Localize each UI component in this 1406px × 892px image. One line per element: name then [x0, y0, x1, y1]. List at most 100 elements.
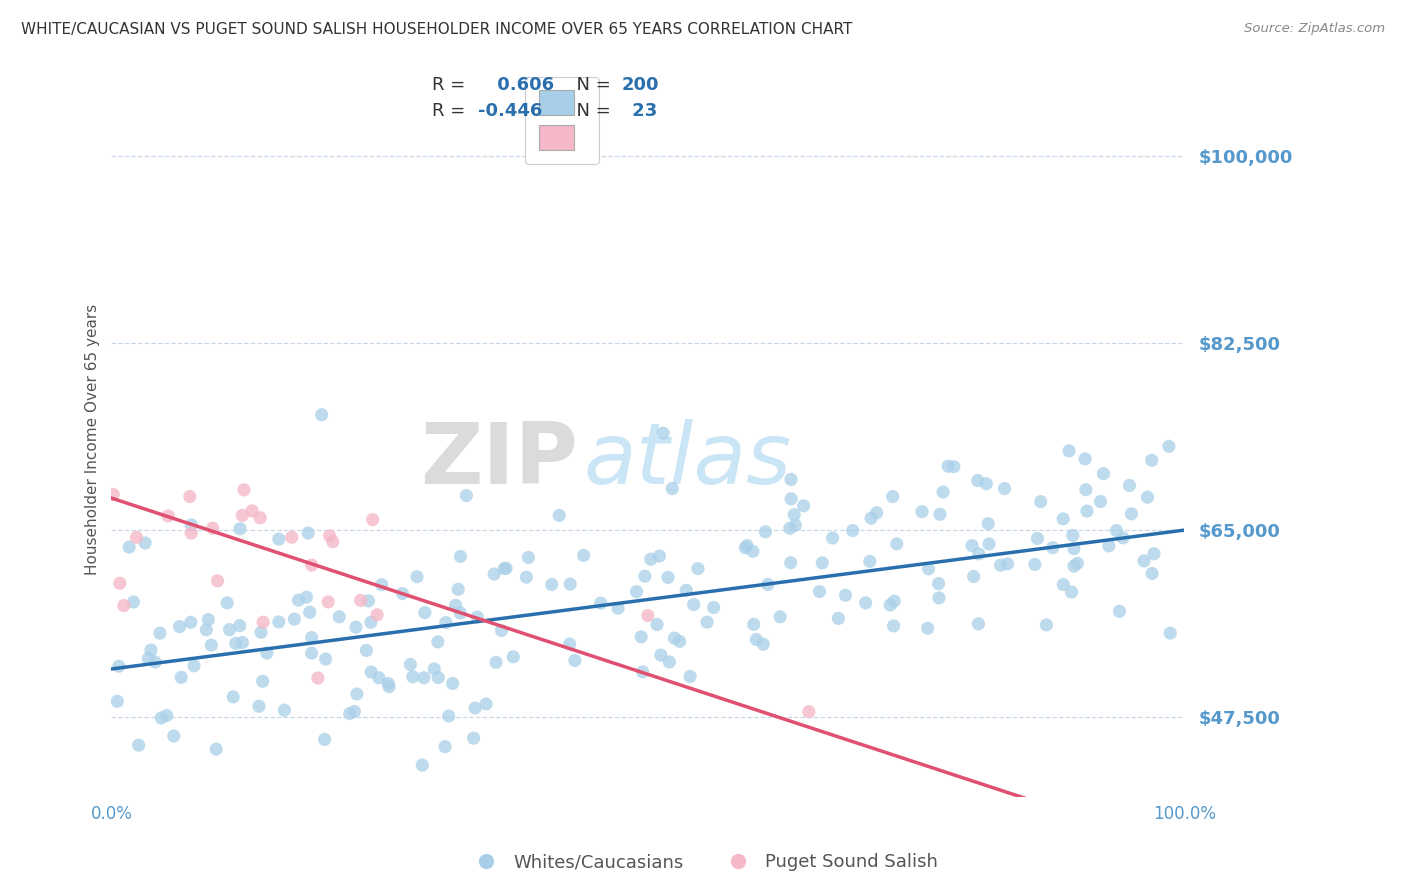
Point [703, 600, 725, 615]
Point [860, 511, 883, 525]
Point [200, 638, 222, 652]
Point [207, 574, 229, 588]
Point [793, 499, 815, 513]
Point [356, 643, 378, 657]
Point [607, 601, 630, 615]
Point [942, 459, 965, 474]
Point [112, 599, 135, 613]
Point [183, 658, 205, 673]
Point [463, 731, 485, 746]
Point [1136, 490, 1159, 504]
Point [316, 595, 339, 609]
Point [658, 655, 681, 669]
Point [661, 482, 683, 496]
Point [1098, 539, 1121, 553]
Point [301, 646, 323, 660]
Point [295, 590, 318, 604]
Point [1029, 494, 1052, 508]
Point [997, 557, 1019, 571]
Point [886, 537, 908, 551]
Point [1035, 618, 1057, 632]
Point [515, 570, 537, 584]
Point [399, 657, 422, 672]
Point [797, 705, 820, 719]
Point [339, 706, 361, 721]
Point [205, 742, 228, 756]
Point [136, 651, 159, 665]
Point [1063, 559, 1085, 574]
Point [855, 596, 877, 610]
Point [426, 635, 449, 649]
Point [652, 426, 675, 441]
Point [298, 605, 321, 619]
Point [1092, 467, 1115, 481]
Point [1074, 483, 1097, 497]
Point [1159, 626, 1181, 640]
Point [1042, 541, 1064, 555]
Point [267, 532, 290, 546]
Point [756, 577, 779, 591]
Point [626, 584, 648, 599]
Point [491, 624, 513, 638]
Point [343, 705, 366, 719]
Point [217, 596, 239, 610]
Point [247, 699, 270, 714]
Point [645, 617, 668, 632]
Point [936, 459, 959, 474]
Point [370, 578, 392, 592]
Point [1105, 524, 1128, 538]
Point [780, 472, 803, 486]
Point [402, 670, 425, 684]
Point [180, 615, 202, 630]
Point [883, 594, 905, 608]
Point [267, 615, 290, 629]
Point [1133, 554, 1156, 568]
Point [456, 489, 478, 503]
Point [447, 582, 470, 597]
Point [434, 615, 457, 630]
Point [1108, 604, 1130, 618]
Point [485, 656, 508, 670]
Point [378, 680, 401, 694]
Point [437, 709, 460, 723]
Point [149, 626, 172, 640]
Point [779, 556, 801, 570]
Point [976, 476, 998, 491]
Point [879, 598, 901, 612]
Point [467, 610, 489, 624]
Point [344, 620, 367, 634]
Point [821, 531, 844, 545]
Point [229, 522, 252, 536]
Point [841, 524, 863, 538]
Point [967, 547, 990, 561]
Point [1066, 557, 1088, 571]
Point [637, 608, 659, 623]
Point [1157, 439, 1180, 453]
Text: R =: R = [432, 103, 471, 120]
Point [1121, 507, 1143, 521]
Point [314, 732, 336, 747]
Point [960, 539, 983, 553]
Point [475, 697, 498, 711]
Point [412, 671, 434, 685]
Point [143, 655, 166, 669]
Point [631, 665, 654, 679]
Point [917, 621, 939, 635]
Text: 0.606: 0.606 [491, 76, 554, 94]
Point [197, 613, 219, 627]
Point [240, 504, 263, 518]
Text: atlas: atlas [583, 419, 792, 502]
Point [827, 611, 849, 625]
Point [1052, 512, 1074, 526]
Text: ZIP: ZIP [420, 419, 578, 502]
Point [558, 637, 581, 651]
Point [322, 534, 344, 549]
Point [180, 526, 202, 541]
Point [170, 670, 193, 684]
Point [128, 738, 150, 752]
Point [696, 615, 718, 629]
Point [222, 690, 245, 704]
Point [664, 631, 686, 645]
Point [634, 569, 657, 583]
Point [769, 610, 792, 624]
